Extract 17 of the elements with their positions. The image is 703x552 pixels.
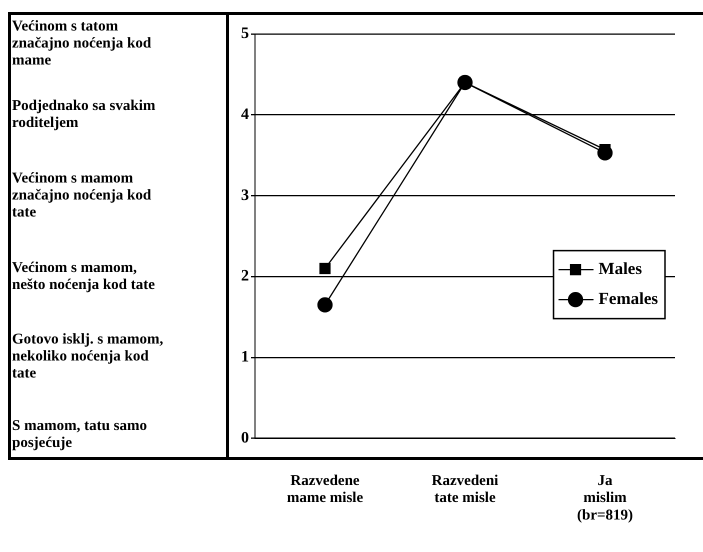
text: Gotovo isklj. s mamom, nekoliko noćenja kod tate <box>12 332 164 383</box>
y-tick-label: 4 <box>241 106 249 123</box>
text: Većinom s mamom, nešto noćenja kod tate <box>12 260 156 294</box>
y-tick-label: 1 <box>241 348 249 366</box>
y-tick-label: 2 <box>241 268 249 285</box>
x-tick-label: Razvedene mame misle <box>286 472 364 506</box>
x-tick-label: Razvedeni tate misle <box>432 472 498 506</box>
y-tick-label: 0 <box>241 429 249 446</box>
y-tick-label: 3 <box>241 186 249 204</box>
legend-label: Females <box>598 289 658 308</box>
text: S mamom, tatu samo posjećuje <box>12 418 148 452</box>
legend-label: Males <box>598 259 642 278</box>
text: Većinom s mamom značajno noćenja kod tate <box>12 170 152 222</box>
text: Većinom s tatom značajno noćenja kod mame <box>12 18 152 69</box>
x-tick-label: Ja mislim (br=819) <box>576 472 634 524</box>
y-tick-label: 5 <box>241 25 249 42</box>
text: Podjednako sa svakim roditeljem <box>12 98 156 132</box>
